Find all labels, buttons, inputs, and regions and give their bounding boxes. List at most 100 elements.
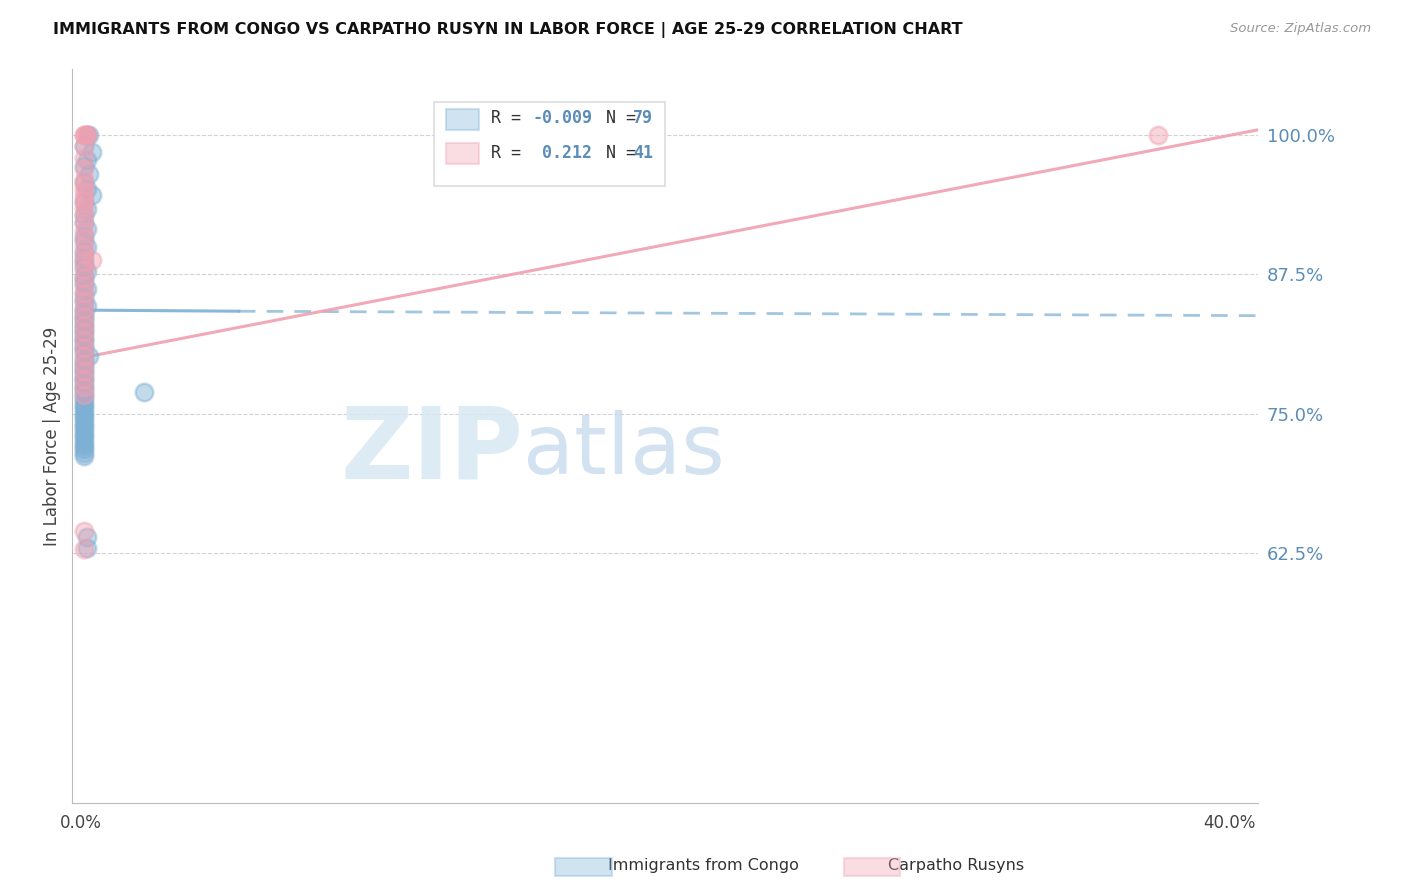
Point	[73, 301, 96, 316]
Point	[76, 182, 98, 196]
Text: Carpatho Rusyns: Carpatho Rusyns	[889, 858, 1024, 872]
Point	[73, 429, 96, 443]
Point	[73, 418, 96, 433]
Point	[73, 286, 96, 301]
Point	[73, 372, 96, 386]
Point	[73, 326, 96, 340]
Point	[73, 382, 96, 396]
Point	[79, 167, 101, 181]
Point	[73, 305, 96, 319]
Point	[73, 542, 96, 557]
Text: 79: 79	[633, 109, 654, 127]
Point	[73, 449, 96, 463]
Text: atlas: atlas	[523, 410, 724, 491]
Point	[1147, 128, 1170, 143]
Point	[73, 255, 96, 269]
Point	[73, 151, 96, 165]
Text: N =: N =	[586, 144, 645, 162]
Point	[73, 366, 96, 380]
Point	[73, 273, 96, 287]
Point	[73, 184, 96, 198]
Point	[73, 399, 96, 413]
Y-axis label: In Labor Force | Age 25-29: In Labor Force | Age 25-29	[44, 326, 60, 546]
Point	[73, 309, 96, 323]
Point	[73, 412, 96, 426]
Point	[76, 202, 98, 216]
Point	[73, 291, 96, 305]
Point	[73, 224, 96, 238]
Text: -0.009: -0.009	[533, 109, 592, 127]
Point	[73, 215, 96, 229]
Point	[73, 277, 96, 292]
Point	[73, 341, 96, 355]
Point	[73, 416, 96, 430]
Point	[73, 345, 96, 359]
Point	[73, 339, 96, 353]
Point	[76, 222, 98, 236]
Point	[73, 357, 96, 371]
Point	[76, 128, 98, 143]
Point	[73, 178, 96, 193]
Point	[73, 445, 96, 459]
Point	[76, 299, 98, 313]
Point	[73, 380, 96, 394]
Point	[73, 195, 96, 210]
Point	[73, 294, 96, 309]
Point	[73, 326, 96, 340]
Point	[73, 128, 96, 143]
Point	[76, 128, 98, 143]
Point	[73, 128, 96, 143]
Point	[73, 322, 96, 336]
Point	[73, 139, 96, 153]
Point	[73, 388, 96, 402]
Point	[73, 368, 96, 383]
Text: R =: R =	[491, 109, 531, 127]
Point	[73, 376, 96, 390]
Point	[73, 524, 96, 538]
Text: Immigrants from Congo: Immigrants from Congo	[607, 858, 799, 872]
Point	[73, 349, 96, 363]
Point	[73, 201, 96, 215]
Point	[73, 278, 96, 293]
Point	[73, 342, 96, 356]
Point	[73, 209, 96, 223]
Point	[73, 409, 96, 423]
Point	[76, 128, 98, 143]
Point	[73, 189, 96, 203]
Point	[73, 318, 96, 333]
Point	[73, 364, 96, 378]
Point	[73, 333, 96, 347]
Point	[73, 405, 96, 419]
Point	[82, 188, 104, 202]
Point	[73, 442, 96, 457]
Point	[73, 139, 96, 153]
Point	[73, 209, 96, 223]
Text: 41: 41	[633, 144, 654, 162]
Text: R =: R =	[491, 144, 531, 162]
Point	[73, 312, 96, 326]
Point	[73, 232, 96, 246]
Point	[73, 422, 96, 436]
Point	[73, 286, 96, 301]
Point	[73, 425, 96, 440]
Point	[73, 270, 96, 285]
Point	[73, 255, 96, 269]
Point	[73, 310, 96, 324]
Point	[73, 332, 96, 346]
Point	[76, 240, 98, 254]
Point	[73, 234, 96, 248]
Point	[73, 362, 96, 376]
Point	[73, 260, 96, 274]
Text: ZIP: ZIP	[340, 402, 523, 500]
FancyBboxPatch shape	[446, 109, 479, 129]
Point	[73, 295, 96, 310]
Point	[73, 160, 96, 174]
Point	[82, 252, 104, 267]
Text: Source: ZipAtlas.com: Source: ZipAtlas.com	[1230, 22, 1371, 36]
Point	[73, 268, 96, 283]
Point	[73, 395, 96, 409]
Point	[132, 385, 155, 400]
Point	[73, 392, 96, 406]
Point	[73, 335, 96, 350]
Point	[76, 541, 98, 556]
